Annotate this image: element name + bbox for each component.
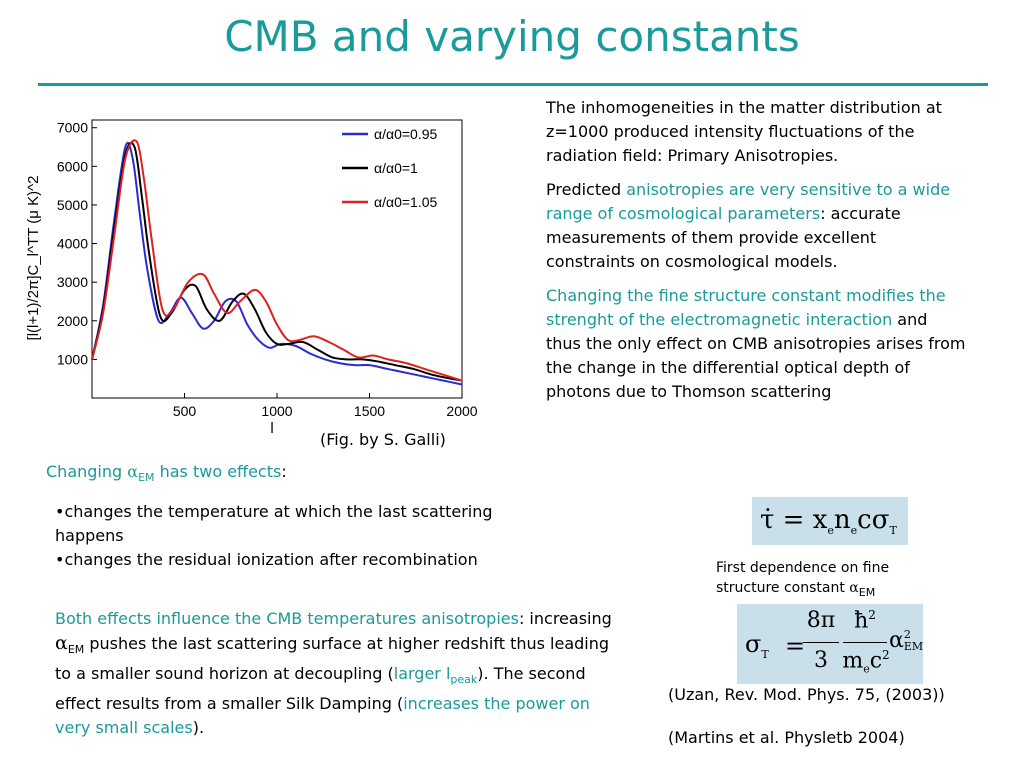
alpha-symbol: α [55,632,68,654]
formula-subscript: e [863,662,870,676]
first-dependence-note: First dependence on fine structure const… [716,558,946,603]
highlight-text: increases the power on very small scales [55,694,590,738]
optical-depth-formula: τ̇ = xenecσT [752,497,908,545]
both-effects-paragraph: Both effects influence the CMB temperatu… [55,607,620,740]
y-tick-label: 5000 [57,197,88,213]
right-text-column: The inhomogeneities in the matter distri… [546,96,966,414]
x-tick-label: 2000 [446,403,477,419]
formula-subscript: e [850,524,858,538]
formula-symbol: = [785,632,806,660]
highlight-text: anisotropies are very sensitive to a wid… [546,180,951,223]
highlight-text: EM [138,471,155,485]
formula-symbol: c [869,648,883,674]
text-run: EM [858,585,876,599]
formula-symbol: c [857,505,872,535]
text-run: : [281,462,287,481]
reference-martins: (Martins et al. Physletb 2004) [668,728,905,747]
formula-symbol: n [833,505,851,535]
y-tick-label: 3000 [57,274,88,290]
slide-title: CMB and varying constants [224,12,800,61]
paragraph-fine-structure: Changing the fine structure constant mod… [546,284,966,404]
legend-label: α/α0=1 [374,160,418,176]
text-run: : accurate measurements of them provide … [546,204,901,271]
text-run: and thus the only effect on CMB anisotro… [546,310,966,401]
series-line-2 [91,141,463,382]
y-axis-label: [l(l+1)/2π]C_l^TT (μ K)^2 [25,176,42,341]
legend-label: α/α0=0.95 [374,126,438,142]
highlight-text: Changing [46,462,128,481]
highlight-text: Changing the fine structure constant mod… [546,286,946,329]
formula-superscript: 2 [903,628,911,641]
formula-symbol: σ [871,505,890,535]
formula-subscript: T [761,647,769,661]
text-run: ). [192,718,205,738]
formula-symbol: τ̇ [760,505,775,535]
formula-numerator: 8π [806,608,836,633]
y-tick-label: 1000 [57,351,88,367]
y-tick-label: 7000 [57,120,88,136]
formula-subscript: T [889,524,897,538]
text-run: EM [67,643,85,657]
reference-uzan: (Uzan, Rev. Mod. Phys. 75, (2003)) [668,685,945,704]
legend-label: α/α0=1.05 [374,194,438,210]
alpha-symbol: α [849,580,859,596]
formula-subscript: EM [903,640,924,653]
formula-denominator: 3 [814,648,828,673]
bullet-temperature: •changes the temperature at which the la… [55,502,493,545]
fraction-bar [843,642,887,643]
formula-symbol: ħ [854,608,869,634]
y-tick-label: 2000 [57,313,88,329]
thomson-cross-section-formula: σT = 8π 3 ħ2 mec2 α2 EM [737,604,923,684]
x-axis-label: l [270,420,273,437]
x-tick-label: 1000 [261,403,292,419]
cmb-power-spectrum-chart: 1000 2000 3000 4000 5000 6000 7000 500 1000 1500 2… [25,119,478,437]
text-run: pushes the last scattering surface at hi… [55,634,610,684]
text-run: : increasing [518,609,612,628]
formula-subscript: e [827,524,834,538]
series-line-1 [91,141,463,386]
y-tick-label: 6000 [57,158,88,174]
figure-credit: (Fig. by S. Galli) [320,430,446,449]
text-run: ). The second effect results from a smal… [55,664,586,714]
paragraph-predicted: Predicted anisotropies are very sensitiv… [546,178,966,274]
paragraph-primary-anisotropies: The inhomogeneities in the matter distri… [546,98,942,165]
effects-bullet-list: •changes the temperature at which the la… [55,500,495,572]
text-run: Predicted [546,180,627,199]
highlight-text: peak [450,673,478,687]
formula-symbol: m [842,648,864,674]
formula-superscript: 2 [868,608,876,622]
formula-symbol: = [774,505,813,535]
formula-symbol: x [812,505,828,535]
highlight-text: Both effects influence the CMB temperatu… [55,609,519,628]
alpha-symbol: α [127,462,139,481]
y-tick-label: 4000 [57,236,88,252]
text-run: First dependence on fine structure const… [716,560,890,596]
highlight-text: has two effects [154,462,282,481]
fraction-bar [803,642,839,643]
series-line-3 [91,139,463,382]
changing-alpha-heading: Changing αEM has two effects: [46,462,287,484]
formula-symbol: σ [745,630,762,658]
formula-superscript: 2 [882,648,890,662]
formula-symbol: α [889,628,904,653]
title-divider [38,83,988,86]
x-tick-label: 1500 [354,403,385,419]
bullet-ionization: •changes the residual ionization after r… [55,550,478,569]
x-tick-label: 500 [173,403,197,419]
highlight-text: larger l [393,664,451,684]
